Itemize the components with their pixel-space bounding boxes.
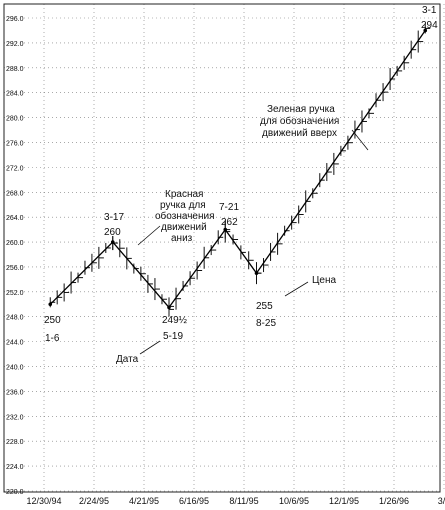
x-axis-ticks: 12/30/94 2/24/95 4/21/95 6/16/95 8/11/95 10/6… [26, 496, 445, 506]
label-7-21: 7-21 [219, 202, 239, 213]
y-axis-ticks: 296.0 292.0 288.0 284.0 280.0 276.0 272.0 268.0… [6, 16, 24, 496]
swing-point [254, 271, 259, 275]
y-tick-label: 224.0 [6, 464, 24, 471]
y-tick-label: 252.0 [6, 290, 24, 297]
swing-line [224, 229, 258, 274]
y-tick-label: 296.0 [6, 16, 24, 23]
label-262: 262 [221, 217, 238, 228]
swing-point [48, 302, 53, 307]
label-8-25: 8-25 [256, 318, 276, 329]
pointer-date [139, 340, 161, 355]
label-price: Цена [312, 275, 336, 286]
red-handle-line-5: аниз [171, 233, 193, 244]
x-tick-label: 2/24/95 [79, 496, 109, 506]
swing-line [255, 30, 426, 274]
red-handle-line-1: Красная [165, 189, 203, 200]
swing-point [223, 227, 228, 232]
label-1-6: 1-6 [45, 333, 60, 344]
x-tick-label: 4/21/95 [129, 496, 159, 506]
y-tick-label: 280.0 [6, 116, 24, 123]
x-tick-label: 12/30/94 [26, 496, 61, 506]
red-handle-line-4: движений [161, 222, 207, 233]
swing-line [168, 229, 226, 308]
y-tick-label: 284.0 [6, 91, 24, 98]
x-tick-label: 6/16/95 [179, 496, 209, 506]
label-3-1: 3-1 [422, 5, 437, 16]
y-tick-label: 268.0 [6, 190, 24, 197]
y-tick-label: 276.0 [6, 140, 24, 147]
y-tick-label: 292.0 [6, 41, 24, 48]
label-249-5: 249½ [162, 315, 188, 326]
x-tick-label: 3/2 [438, 496, 445, 506]
price-bars [49, 23, 431, 317]
y-tick-label: 236.0 [6, 389, 24, 396]
grid-lines [4, 4, 445, 492]
swing-point [423, 28, 428, 33]
label-294: 294 [421, 20, 438, 31]
green-handle-line-1: Зеленая ручка [267, 104, 335, 115]
label-date: Дата [116, 354, 139, 365]
swing-lines [48, 28, 428, 310]
y-tick-label: 220.0 [6, 489, 24, 496]
label-255: 255 [256, 301, 273, 312]
annotations: 250 1-6 3-17 260 249½ 5-19 7-21 262 255 … [44, 5, 438, 365]
label-3-17: 3-17 [104, 212, 124, 223]
pointer-red-handle [137, 225, 161, 246]
y-tick-label: 288.0 [6, 66, 24, 73]
pointer-price [284, 281, 309, 297]
y-tick-label: 228.0 [6, 439, 24, 446]
swing-point [110, 240, 115, 244]
label-250: 250 [44, 315, 61, 326]
swing-line [112, 241, 170, 308]
pointer-green-handle [351, 129, 369, 151]
x-tick-label: 8/11/95 [229, 496, 258, 506]
x-tick-label: 1/26/96 [379, 496, 409, 506]
x-tick-label: 12/1/95 [329, 496, 359, 506]
y-tick-label: 264.0 [6, 215, 24, 222]
red-handle-line-3: обозначения [155, 210, 214, 222]
green-handle-line-3: движений вверх [262, 128, 337, 139]
red-handle-line-2: ручка для [160, 200, 206, 211]
swing-line [49, 241, 114, 305]
y-tick-label: 256.0 [6, 265, 24, 272]
y-tick-label: 260.0 [6, 240, 24, 247]
plot-frame [3, 3, 441, 493]
y-tick-label: 232.0 [6, 414, 24, 421]
swing-point [167, 305, 171, 310]
label-260: 260 [104, 227, 121, 238]
label-5-19: 5-19 [163, 331, 183, 342]
green-handle-line-2: для обозначения [260, 115, 339, 127]
y-tick-label: 244.0 [6, 340, 24, 347]
x-tick-label: 10/6/95 [279, 496, 309, 506]
y-tick-label: 272.0 [6, 165, 24, 172]
y-tick-label: 240.0 [6, 365, 24, 372]
y-tick-label: 248.0 [6, 315, 24, 322]
